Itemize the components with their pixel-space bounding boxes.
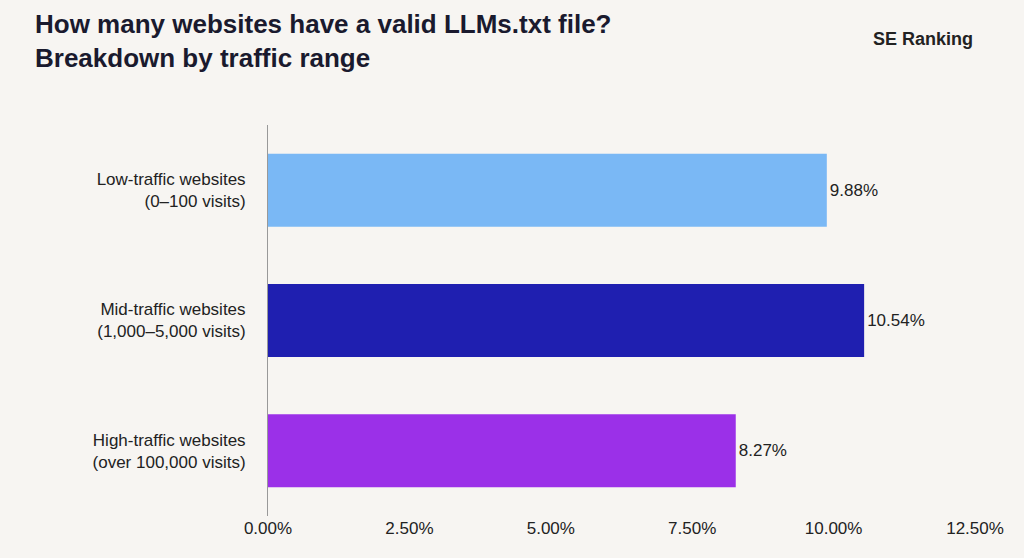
svg-text:0.00%: 0.00%	[244, 519, 292, 538]
svg-text:10.00%: 10.00%	[805, 519, 863, 538]
svg-text:Low-traffic websites(0–100 vis: Low-traffic websites(0–100 visits)	[97, 170, 246, 211]
svg-text:How many websites have a valid: How many websites have a valid LLMs.txt …	[35, 9, 612, 73]
svg-text:High-traffic websites(over 100: High-traffic websites(over 100,000 visit…	[93, 431, 246, 472]
svg-text:10.54%: 10.54%	[867, 311, 925, 330]
svg-text:9.88%: 9.88%	[830, 181, 878, 200]
svg-text:5.00%: 5.00%	[527, 519, 575, 538]
svg-text:8.27%: 8.27%	[739, 441, 787, 460]
svg-text:SE Ranking: SE Ranking	[873, 29, 973, 49]
svg-text:7.50%: 7.50%	[668, 519, 716, 538]
svg-text:2.50%: 2.50%	[385, 519, 433, 538]
svg-text:12.50%: 12.50%	[946, 519, 1004, 538]
svg-text:Mid-traffic websites(1,000–5,0: Mid-traffic websites(1,000–5,000 visits)	[97, 300, 245, 341]
